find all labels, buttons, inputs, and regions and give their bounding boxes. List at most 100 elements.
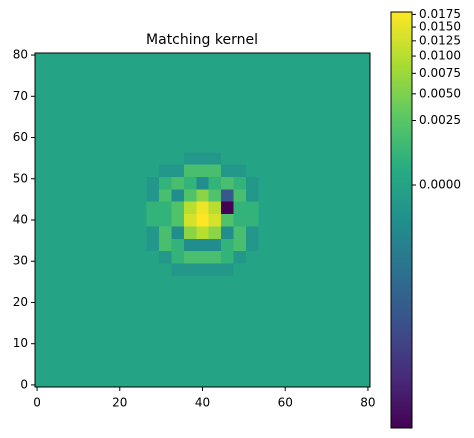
heatmap-cell <box>221 374 234 388</box>
heatmap-cell <box>109 151 123 165</box>
heatmap-cell <box>183 164 197 178</box>
heatmap-cell <box>146 151 160 165</box>
heatmap-cell <box>183 263 197 276</box>
heatmap-cell <box>72 164 85 178</box>
heatmap-cell <box>134 90 147 103</box>
heatmap-cell <box>72 362 85 375</box>
heatmap-cell <box>59 53 73 66</box>
heatmap-cell <box>183 176 197 190</box>
heatmap-cell <box>72 226 85 239</box>
heatmap-cell <box>233 374 247 388</box>
heatmap-cell <box>171 53 185 66</box>
heatmap-cell <box>196 288 210 301</box>
heatmap-cell <box>221 312 234 326</box>
heatmap-cell <box>121 189 135 202</box>
heatmap-cell <box>171 127 185 140</box>
heatmap-cell <box>233 189 247 202</box>
heatmap-cell <box>171 337 185 351</box>
heatmap-cell <box>245 90 259 103</box>
heatmap-cell <box>84 213 98 227</box>
heatmap-cell <box>320 151 334 165</box>
heatmap-cell <box>295 65 309 79</box>
heatmap-cell <box>109 127 123 140</box>
heatmap-cell <box>283 53 296 66</box>
heatmap-cell <box>109 213 123 227</box>
heatmap-cell <box>332 189 346 202</box>
heatmap-cell <box>196 77 210 91</box>
heatmap-cell <box>196 337 210 351</box>
heatmap-cell <box>245 250 259 264</box>
colorbar-tick-label: 0.0050 <box>419 86 461 100</box>
heatmap-cell <box>233 337 247 351</box>
heatmap-cell <box>245 127 259 140</box>
heatmap-cell <box>183 53 197 66</box>
heatmap-cell <box>84 312 98 326</box>
heatmap-cell <box>183 238 197 252</box>
heatmap-cell <box>208 288 222 301</box>
heatmap-cell <box>121 213 135 227</box>
heatmap-cell <box>84 164 98 178</box>
heatmap-cell <box>84 201 98 215</box>
heatmap-cell <box>59 263 73 276</box>
heatmap-cell <box>208 312 222 326</box>
heatmap-cell <box>159 53 172 66</box>
heatmap-cell <box>332 374 346 388</box>
heatmap-cell <box>84 238 98 252</box>
heatmap-cell <box>196 300 210 314</box>
heatmap-cell <box>221 226 234 239</box>
heatmap-cell <box>59 213 73 227</box>
heatmap-cell <box>72 127 85 140</box>
heatmap-cell <box>97 114 110 128</box>
heatmap-cell <box>159 374 172 388</box>
heatmap-cell <box>332 337 346 351</box>
heatmap-cell <box>320 300 334 314</box>
heatmap-cell <box>357 213 371 227</box>
heatmap-cell <box>35 90 48 103</box>
heatmap-cell <box>283 349 296 363</box>
heatmap-cell <box>245 263 259 276</box>
heatmap-cell <box>59 325 73 338</box>
heatmap-cell <box>233 176 247 190</box>
heatmap-cell <box>72 250 85 264</box>
heatmap-cell <box>245 176 259 190</box>
heatmap-cell <box>221 176 234 190</box>
heatmap-cell <box>47 213 61 227</box>
heatmap-cell <box>97 250 110 264</box>
heatmap-cell <box>97 288 110 301</box>
heatmap-cell <box>258 139 272 153</box>
heatmap-cell <box>345 362 358 375</box>
heatmap-cell <box>270 349 284 363</box>
x-tick-label: 20 <box>112 396 127 410</box>
heatmap-cell <box>270 90 284 103</box>
colorbar-tick-label: 0.0150 <box>419 20 461 34</box>
heatmap-cell <box>59 201 73 215</box>
heatmap-cell <box>270 176 284 190</box>
heatmap-cell <box>97 77 110 91</box>
heatmap-cell <box>47 77 61 91</box>
heatmap-cell <box>35 250 48 264</box>
heatmap-cell <box>208 90 222 103</box>
heatmap-cell <box>134 164 147 178</box>
heatmap-cell <box>357 226 371 239</box>
heatmap-cell <box>233 127 247 140</box>
heatmap-cell <box>307 164 321 178</box>
heatmap-cell <box>357 349 371 363</box>
heatmap-cell <box>295 102 309 116</box>
heatmap-cell <box>97 300 110 314</box>
heatmap-cell <box>171 102 185 116</box>
heatmap-cell <box>208 250 222 264</box>
heatmap-cell <box>59 139 73 153</box>
heatmap-cell <box>196 102 210 116</box>
heatmap-cell <box>35 139 48 153</box>
heatmap-cell <box>221 300 234 314</box>
heatmap-cell <box>35 238 48 252</box>
heatmap-cell <box>183 349 197 363</box>
heatmap-cell <box>270 250 284 264</box>
heatmap-cell <box>196 325 210 338</box>
heatmap-cell <box>146 325 160 338</box>
heatmap-cell <box>109 53 123 66</box>
heatmap-cell <box>208 213 222 227</box>
heatmap-cell <box>283 275 296 289</box>
heatmap-cell <box>295 349 309 363</box>
